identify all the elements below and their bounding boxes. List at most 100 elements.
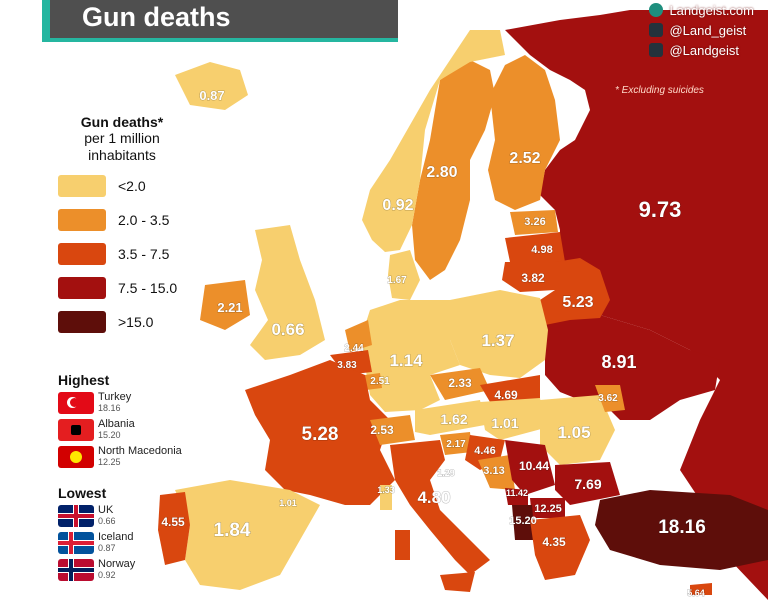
uk-flag [58, 505, 94, 527]
legend-title: Gun deaths* [80, 114, 164, 130]
rank-value: 0.66 [98, 516, 116, 526]
rank-row: UK 0.66 [58, 505, 198, 532]
rank-country: Albania [98, 418, 135, 430]
legend-label: >15.0 [118, 314, 154, 330]
brand-website: Landgeist.com [649, 0, 754, 20]
region-turkey [595, 490, 768, 570]
brand-instagram: @Land_geist [649, 20, 754, 40]
rank-row: Turkey 18.16 [58, 392, 198, 419]
value-austria: 1.62 [440, 411, 467, 427]
value-switzerland: 2.53 [370, 423, 394, 437]
region-sicily [440, 572, 475, 592]
value-denmark: 1.67 [387, 275, 407, 286]
region-bosnia [478, 455, 515, 490]
highest-heading: Highest [58, 372, 110, 388]
rank-country: Norway [98, 558, 136, 570]
value-portugal: 4.55 [161, 515, 185, 529]
region-estonia [510, 210, 558, 235]
region-iceland [175, 62, 248, 110]
value-bulgaria: 7.69 [574, 476, 601, 492]
page-title: Gun deaths [82, 2, 231, 32]
twitter-icon [649, 43, 664, 57]
region-czechia [430, 368, 490, 400]
region-belarus [540, 258, 610, 325]
value-andorra: 1.01 [279, 498, 297, 508]
value-san-marino: 1.29 [437, 468, 455, 478]
region-north-macedonia [530, 498, 565, 518]
value-spain: 1.84 [214, 520, 251, 541]
rank-value: 18.16 [98, 403, 121, 413]
region-hungary [480, 398, 545, 440]
region-sardinia [395, 530, 410, 560]
value-cyprus: 5.64 [687, 588, 705, 598]
legend-swatch [58, 243, 106, 265]
region-greece [530, 515, 590, 580]
region-austria [415, 400, 485, 435]
norway-flag [58, 559, 94, 581]
rank-country: Iceland [98, 531, 134, 543]
legend-swatch [58, 209, 106, 231]
value-albania: 15.20 [509, 515, 537, 527]
region-bulgaria [555, 462, 620, 505]
rank-row: Norway 0.92 [58, 559, 198, 586]
value-finland: 2.52 [509, 150, 540, 167]
region-slovenia [440, 432, 472, 455]
region-denmark [388, 250, 420, 300]
value-poland: 1.37 [481, 331, 514, 350]
region-montenegro [505, 488, 528, 505]
legend-label: 2.0 - 3.5 [118, 212, 170, 228]
value-luxembourg: 2.51 [370, 376, 390, 387]
instagram-icon [649, 23, 664, 37]
value-lithuania: 3.82 [521, 271, 545, 285]
brand-instagram-text: @Land_geist [669, 22, 747, 38]
title-accent [42, 0, 50, 38]
legend-label: 3.5 - 7.5 [118, 246, 170, 262]
rank-value: 0.87 [98, 543, 116, 553]
value-serbia: 10.44 [519, 459, 549, 473]
region-uk [250, 225, 325, 360]
region-ukraine [545, 300, 720, 420]
north-macedonia-flag [58, 446, 94, 468]
value-turkey: 18.16 [658, 517, 706, 538]
legend-swatch [58, 311, 106, 333]
region-lithuania [502, 262, 560, 292]
value-romania: 1.05 [557, 423, 590, 442]
value-belgium: 3.83 [337, 360, 357, 371]
title-banner: Gun deaths [42, 0, 398, 42]
value-slovakia: 4.69 [494, 388, 518, 402]
value-montenegro: 11.42 [506, 488, 528, 498]
rank-value: 12.25 [98, 457, 121, 467]
value-labels: 0.87 0.92 2.80 2.52 9.73 3.26 4.98 3.82 … [161, 88, 706, 599]
region-germany [362, 300, 460, 412]
legend-swatch [58, 277, 106, 299]
value-italy: 4.80 [417, 488, 450, 507]
region-albania [512, 505, 535, 540]
iceland-flag [58, 532, 94, 554]
legend-swatch [58, 175, 106, 197]
legend-label: <2.0 [118, 178, 146, 194]
region-russia [505, 10, 768, 600]
value-moldova: 3.62 [598, 393, 618, 404]
value-russia: 9.73 [639, 197, 682, 222]
rank-country: UK [98, 504, 114, 516]
value-germany: 1.14 [389, 351, 423, 370]
value-iceland: 0.87 [199, 88, 224, 103]
region-poland [450, 290, 548, 378]
region-ireland [200, 280, 250, 330]
region-latvia [505, 232, 565, 262]
value-croatia: 4.46 [474, 445, 495, 457]
region-luxembourg [365, 373, 382, 390]
region-cyprus [690, 583, 712, 595]
value-norway: 0.92 [382, 197, 413, 214]
legend-item: 2.0 - 3.5 [52, 208, 192, 232]
region-spain [175, 480, 320, 590]
value-france: 5.28 [302, 424, 339, 445]
rank-value: 15.20 [98, 430, 121, 440]
legend-label: 7.5 - 15.0 [118, 280, 178, 296]
value-uk: 0.66 [271, 320, 304, 339]
value-ireland: 2.21 [217, 300, 242, 315]
value-estonia: 3.26 [524, 216, 545, 228]
legend: Gun deaths* per 1 million inhabitants <2… [52, 114, 192, 334]
value-belarus: 5.23 [562, 294, 593, 311]
